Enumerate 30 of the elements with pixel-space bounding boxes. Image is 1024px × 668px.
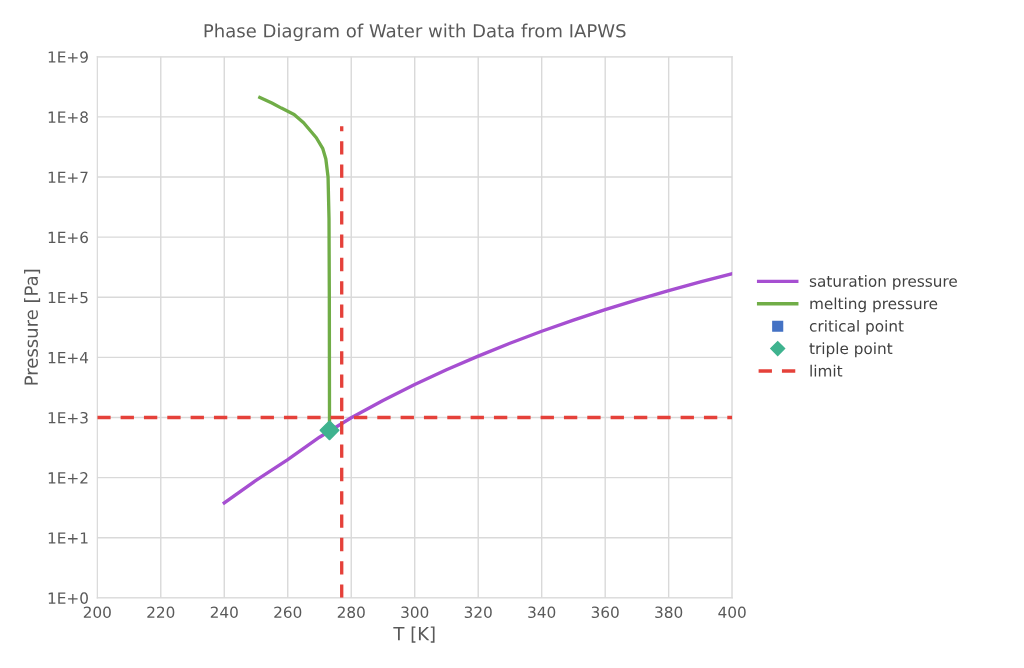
y-tick-label: 1E+9 xyxy=(48,51,88,63)
x-tick-label: 260 xyxy=(274,606,302,619)
y-tick-label: 1E+0 xyxy=(48,592,88,604)
legend-label: triple point xyxy=(809,342,893,358)
x-tick-label: 200 xyxy=(83,606,111,619)
legend-label: critical point xyxy=(809,319,904,335)
y-tick-label: 1E+7 xyxy=(48,171,88,183)
legend-label: melting pressure xyxy=(810,297,938,313)
y-tick-label: 1E+8 xyxy=(48,111,88,123)
y-axis-title: Pressure [Pa] xyxy=(24,269,41,385)
x-tick-label: 220 xyxy=(147,606,175,619)
y-tick-label: 1E+5 xyxy=(48,291,88,304)
y-tick-label: 1E+3 xyxy=(48,411,88,424)
x-tick-label: 400 xyxy=(718,606,746,619)
legend-label: saturation pressure xyxy=(809,275,957,290)
y-tick-label: 1E+6 xyxy=(48,231,88,244)
x-tick-label: 340 xyxy=(528,606,556,619)
line-series xyxy=(222,272,733,505)
x-tick-label: 300 xyxy=(401,606,429,619)
y-tick-label: 1E+4 xyxy=(48,352,89,364)
x-tick-label: 360 xyxy=(591,606,619,619)
chart-title: Phase Diagram of Water with Data from IAPWS xyxy=(204,23,626,42)
x-tick-label: 240 xyxy=(210,606,238,619)
x-tick-label: 280 xyxy=(337,606,365,619)
x-tick-label: 320 xyxy=(464,606,492,619)
y-tick-label: 1E+2 xyxy=(48,472,88,484)
x-tick-label: 380 xyxy=(655,606,683,619)
x-axis-title: T [K] xyxy=(393,626,435,643)
legend-label: limit xyxy=(810,364,843,377)
y-tick-label: 1E+1 xyxy=(48,532,88,544)
